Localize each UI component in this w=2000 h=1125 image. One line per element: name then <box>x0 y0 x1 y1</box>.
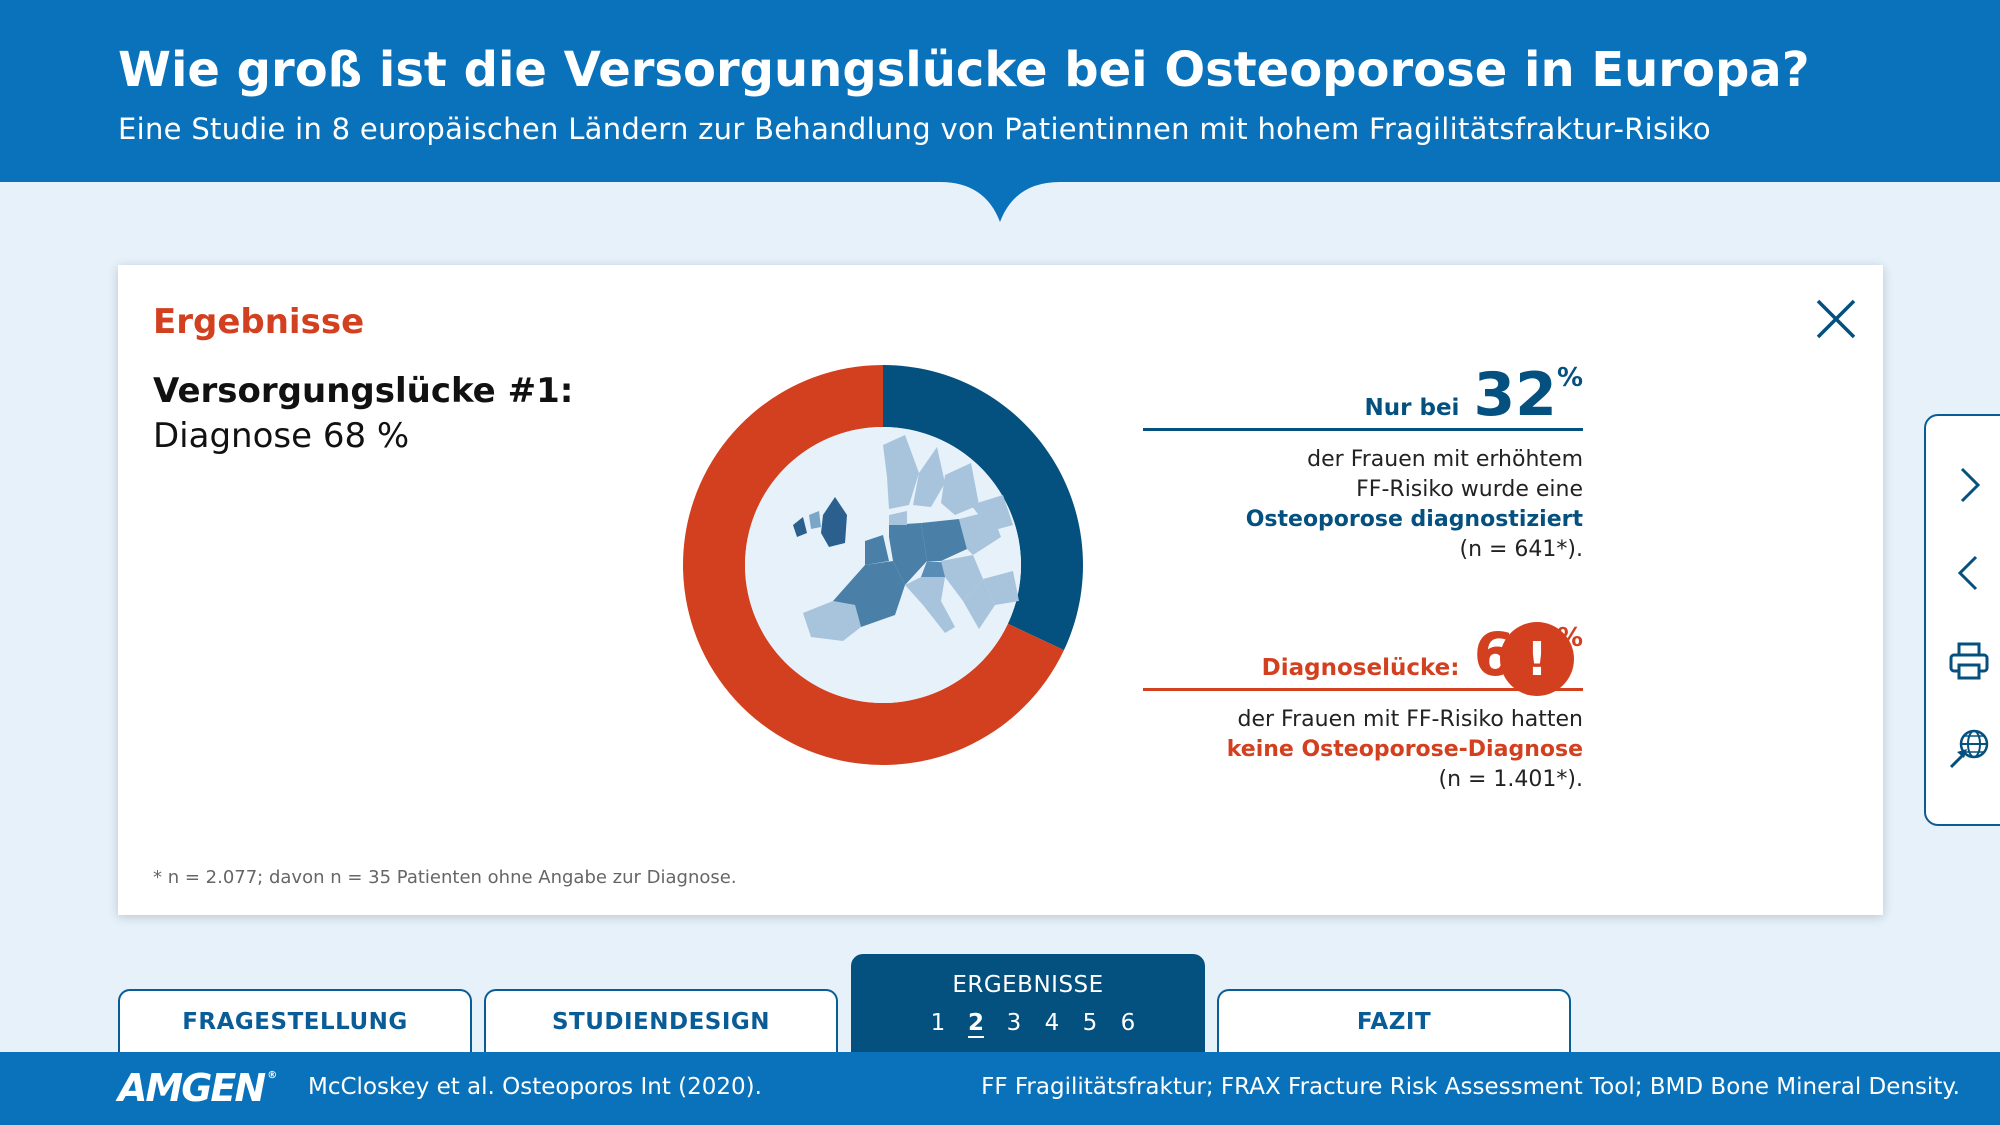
page-selector: 1 2 3 4 5 6 <box>919 1010 1147 1036</box>
page-1[interactable]: 1 <box>930 1010 946 1036</box>
page-4[interactable]: 4 <box>1044 1010 1060 1036</box>
header-pointer <box>0 170 2000 222</box>
printer-icon[interactable] <box>1946 638 1992 684</box>
chevron-right-icon[interactable] <box>1946 462 1992 508</box>
stat-gap-label: Diagnoselücke: <box>1261 655 1460 681</box>
logo-mark: ® <box>267 1070 278 1081</box>
alert-icon: ! <box>1500 622 1574 696</box>
footnote: * n = 2.077; davon n = 35 Patienten ohne… <box>153 867 737 888</box>
stat-diagnosed-highlight: Osteoporose diagnostiziert <box>1245 507 1583 532</box>
tab-fazit[interactable]: FAZIT <box>1217 989 1571 1061</box>
logo-text: AMGEN <box>118 1066 266 1110</box>
stat-diagnosed-line2: FF-Risiko wurde eine <box>1356 477 1583 502</box>
donut-slice-1 <box>883 365 1083 651</box>
footer-bar: AMGEN ® McCloskey et al. Osteoporos Int (… <box>0 1052 2000 1125</box>
diagnosis-donut-chart <box>683 365 1083 765</box>
stat-diagnosed-rule <box>1143 428 1583 431</box>
globe-link-icon[interactable] <box>1946 726 1992 772</box>
amgen-logo: AMGEN ® <box>118 1066 278 1110</box>
section-heading: Ergebnisse <box>153 302 365 342</box>
stat-diagnosed: Nur bei 32 % der Frauen mit erhöhtem FF-… <box>998 365 1583 565</box>
stat-gap: Diagnoselücke: 68 % der Frauen mit FF-Ri… <box>998 625 1583 795</box>
stat-diagnosed-unit: % <box>1556 363 1583 393</box>
close-icon[interactable] <box>1814 297 1858 341</box>
side-toolbar <box>1924 414 2000 826</box>
page-6[interactable]: 6 <box>1120 1010 1136 1036</box>
stat-diagnosed-line1: der Frauen mit erhöhtem <box>1307 447 1583 472</box>
tab-studiendesign-label: STUDIENDESIGN <box>551 1009 771 1035</box>
tab-fragestellung-label: FRAGESTELLUNG <box>182 1009 408 1035</box>
abbreviations: FF Fragilitätsfraktur; FRAX Fracture Ris… <box>981 1074 1960 1100</box>
gap-title: Versorgungslücke #1: <box>153 371 574 411</box>
citation: McCloskey et al. Osteoporos Int (2020). <box>308 1074 762 1100</box>
page-3[interactable]: 3 <box>1006 1010 1022 1036</box>
gap-subtitle: Diagnose 68 % <box>153 416 410 456</box>
tab-fazit-label: FAZIT <box>1356 1009 1432 1035</box>
stat-diagnosed-value: 32 <box>1473 360 1557 430</box>
stat-gap-highlight: keine Osteoporose-Diagnose <box>1226 737 1583 762</box>
stat-diagnosed-label: Nur bei <box>1364 395 1460 421</box>
chevron-left-icon[interactable] <box>1946 550 1992 596</box>
stat-gap-rule <box>1143 688 1583 691</box>
header-banner: Wie groß ist die Versorgungslücke bei Os… <box>0 0 2000 182</box>
stat-gap-line1: der Frauen mit FF-Risiko hatten <box>1237 707 1583 732</box>
page-subtitle: Eine Studie in 8 europäischen Ländern zu… <box>118 112 1711 146</box>
stat-gap-n: (n = 1.401*). <box>1438 767 1583 792</box>
tab-ergebnisse[interactable]: ERGEBNISSE 1 2 3 4 5 6 <box>851 954 1205 1064</box>
stat-diagnosed-n: (n = 641*). <box>1459 537 1583 562</box>
page-5[interactable]: 5 <box>1082 1010 1098 1036</box>
tab-studiendesign[interactable]: STUDIENDESIGN <box>484 989 838 1061</box>
tab-ergebnisse-label: ERGEBNISSE <box>952 972 1104 998</box>
donut-slice-2 <box>683 365 1064 765</box>
europe-map-icon <box>793 435 1019 641</box>
results-card: Ergebnisse Versorgungslücke #1: Diagnose… <box>118 265 1883 915</box>
page-2-current[interactable]: 2 <box>967 1010 984 1036</box>
tab-fragestellung[interactable]: FRAGESTELLUNG <box>118 989 472 1061</box>
page-title: Wie groß ist die Versorgungslücke bei Os… <box>118 42 1810 98</box>
